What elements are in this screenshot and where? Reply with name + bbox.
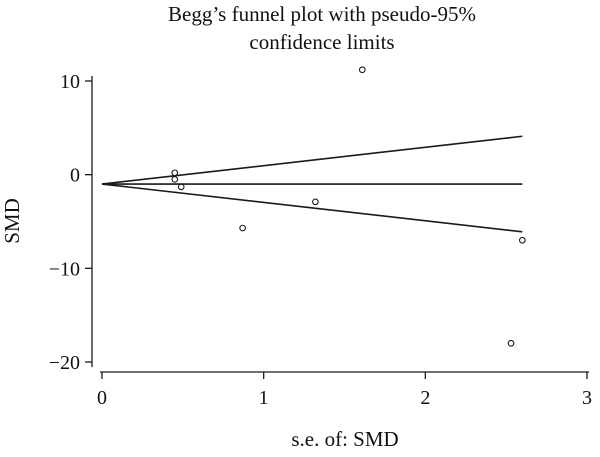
y-tick-label: −20	[49, 352, 80, 374]
y-tick-label: 10	[60, 71, 80, 93]
study-point	[507, 339, 515, 347]
x-tick-label: 3	[582, 387, 592, 409]
study-points	[171, 66, 526, 347]
chart-title-line-2: confidence limits	[249, 30, 394, 54]
x-axis-label: s.e. of: SMD	[291, 427, 398, 451]
axes: 10 0 −10 −20 0 1 2 3	[49, 71, 592, 409]
x-tick-label: 1	[259, 387, 269, 409]
study-point	[171, 169, 179, 177]
study-point	[171, 176, 179, 183]
y-tick-label: 0	[70, 165, 80, 187]
y-axis-label: SMD	[0, 198, 24, 244]
study-point	[177, 183, 185, 191]
study-point	[312, 198, 319, 206]
study-point	[518, 236, 526, 244]
study-point	[239, 224, 246, 232]
funnel-limit-lines	[101, 135, 523, 233]
x-tick-label: 0	[97, 387, 107, 409]
y-tick-label: −10	[49, 258, 80, 280]
study-point	[358, 66, 366, 74]
x-tick-label: 2	[420, 387, 430, 409]
chart-title-line-1: Begg’s funnel plot with pseudo-95%	[168, 2, 476, 26]
lower-confidence-limit-line	[101, 183, 523, 233]
upper-confidence-limit-line	[101, 135, 523, 185]
